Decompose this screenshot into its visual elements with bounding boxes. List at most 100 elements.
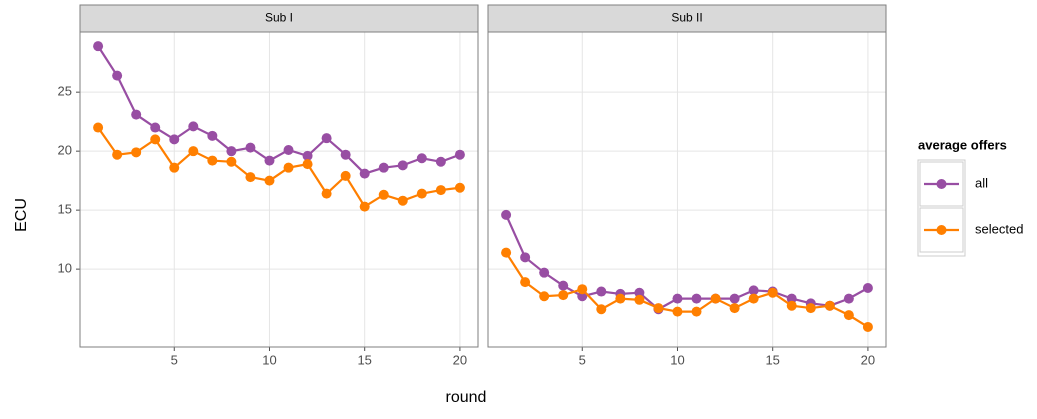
point [577,291,588,302]
point [93,122,104,133]
point [454,182,465,193]
point [748,285,759,296]
point [112,70,123,81]
point [283,144,294,155]
point [634,294,645,305]
point [169,162,180,173]
point [539,291,550,302]
point [359,168,370,179]
point [843,293,854,304]
point [786,300,797,311]
x-tick-label: 10 [670,352,684,367]
x-tick-label: 10 [262,352,276,367]
point [340,170,351,181]
point [112,149,123,160]
point [226,146,237,157]
x-tick-label: 5 [579,352,586,367]
point [131,147,142,158]
y-tick-label: 15 [58,202,72,217]
legend-label: selected [975,221,1023,236]
point [862,321,873,332]
point [596,304,607,315]
panel [487,31,887,348]
point [302,159,313,170]
point [397,195,408,206]
point [520,252,531,263]
point [653,303,664,314]
point [359,201,370,212]
point [862,283,873,294]
point [207,155,218,166]
point [321,133,332,144]
point [245,142,256,153]
legend-title: average offers [918,137,1007,152]
point [634,287,645,298]
point [748,293,759,304]
y-tick-label: 20 [58,143,72,158]
point [283,162,294,173]
point [729,303,740,314]
x-tick-label: 20 [861,352,875,367]
point [131,109,142,120]
point [805,303,816,314]
point [786,293,797,304]
point [226,156,237,167]
strip [79,4,479,33]
point [691,306,702,317]
point [577,284,588,295]
point [435,156,446,167]
point [340,149,351,160]
point [93,41,104,52]
legend-label: all [975,175,988,190]
point [207,130,218,141]
y-tick-label: 25 [58,84,72,99]
legend-point [936,179,947,189]
point [302,150,313,161]
point [150,122,161,133]
point [501,209,512,220]
point [378,189,389,200]
strip-title: Sub I [265,11,293,25]
panel-border [79,31,479,348]
strip [487,4,887,33]
point [245,172,256,183]
point [397,160,408,171]
point [416,188,427,199]
point [150,134,161,145]
point [416,153,427,164]
point [188,146,199,157]
x-tick-label: 20 [453,352,467,367]
point [558,280,569,291]
point [558,290,569,301]
x-tick-label: 5 [171,352,178,367]
point [710,293,721,304]
panel [79,31,479,348]
point [843,310,854,321]
point [729,293,740,304]
point [672,306,683,317]
point [264,155,275,166]
y-tick-label: 10 [58,261,72,276]
y-axis-label: ECU [13,198,30,232]
point [596,286,607,297]
point [188,121,199,132]
point [264,175,275,186]
point [378,162,389,173]
point [169,134,180,145]
point [767,287,778,298]
point [501,247,512,258]
strip-title: Sub II [671,11,702,25]
point [615,293,626,304]
point [691,293,702,304]
legend-point [936,225,947,235]
x-axis-label: round [446,389,487,406]
point [539,267,550,278]
x-tick-label: 15 [357,352,371,367]
point [435,185,446,196]
point [824,300,835,311]
panel-border [487,31,887,348]
point [321,188,332,199]
point [520,277,531,288]
